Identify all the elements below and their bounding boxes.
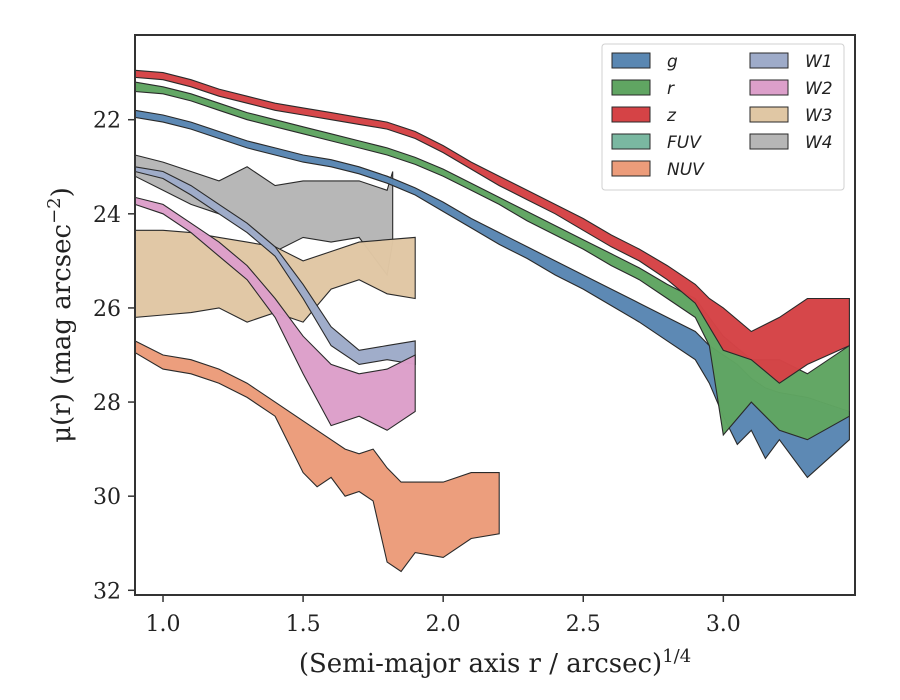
legend-swatch-nuv [611,160,651,177]
x-tick-label: 1.5 [286,612,321,637]
y-tick-label: 30 [93,485,121,510]
legend-label-g: g [667,52,678,72]
area-g [134,109,850,479]
legend-swatch-w3 [749,106,789,123]
x-tick-label: 1.0 [146,612,181,637]
legend-swatch-g [611,52,651,69]
legend-swatch-w4 [749,133,789,150]
legend-swatch-fuv [611,133,651,150]
legend-swatch-r [611,79,651,96]
legend-label-w1: W1 [805,52,833,72]
legend-label-fuv: FUV [667,133,702,153]
y-tick-label: 24 [93,203,121,228]
legend-swatch-w1 [749,52,789,69]
plot-frame [134,34,856,596]
legend-label-w3: W3 [805,106,833,126]
y-axis-label: μ(r) (mag arcsec−2) [44,187,77,443]
legend-swatch-z [611,106,651,123]
legend-label-nuv: NUV [667,160,705,180]
x-axis-ticks: 1.0 1.5 2.0 2.5 3.0 [146,595,741,637]
area-w2 [134,196,416,431]
legend-label-r: r [667,79,675,99]
y-tick-label: 32 [93,579,121,604]
area-z [134,69,850,384]
x-tick-label: 3.0 [706,612,741,637]
area-w3 [134,229,416,323]
x-tick-label: 2.0 [426,612,461,637]
legend-label-z: z [666,106,677,126]
x-tick-label: 2.5 [566,612,601,637]
legend-label-w2: W2 [805,79,833,99]
legend-swatch-w2 [749,79,789,96]
area-nuv [134,340,500,573]
legend-label-w4: W4 [805,133,833,153]
legend: grz FUV NUV W1 W2 W3 W4 [601,43,845,191]
y-tick-label: 22 [93,109,121,134]
chart-areas [134,69,850,573]
y-tick-label: 28 [93,391,121,416]
y-tick-label: 26 [93,297,121,322]
y-axis-ticks: 22 24 26 28 30 32 [93,109,135,604]
area-r [134,81,850,441]
x-axis-label: (Semi-major axis r / arcsec)1/4 [299,646,691,679]
